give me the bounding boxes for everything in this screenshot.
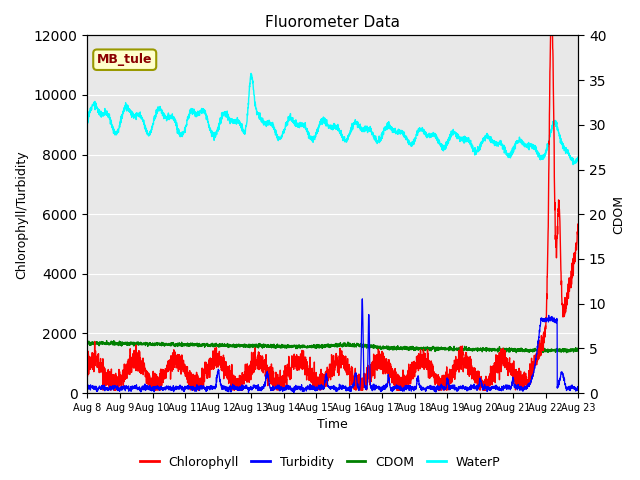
X-axis label: Time: Time bbox=[317, 419, 348, 432]
Y-axis label: Chlorophyll/Turbidity: Chlorophyll/Turbidity bbox=[15, 150, 28, 278]
Legend: Chlorophyll, Turbidity, CDOM, WaterP: Chlorophyll, Turbidity, CDOM, WaterP bbox=[135, 451, 505, 474]
Title: Fluorometer Data: Fluorometer Data bbox=[265, 15, 400, 30]
Y-axis label: CDOM: CDOM bbox=[612, 195, 625, 234]
Text: MB_tule: MB_tule bbox=[97, 53, 152, 66]
